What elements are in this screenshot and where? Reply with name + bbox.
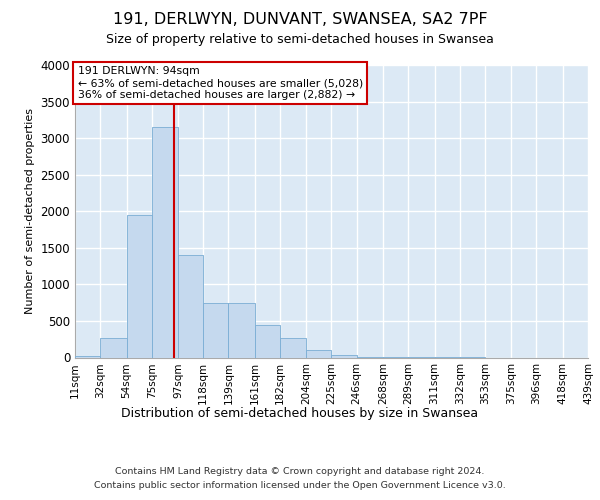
Y-axis label: Number of semi-detached properties: Number of semi-detached properties: [25, 108, 35, 314]
Text: Size of property relative to semi-detached houses in Swansea: Size of property relative to semi-detach…: [106, 32, 494, 46]
Bar: [331, 356, 356, 358]
Bar: [307, 350, 331, 358]
Bar: [229, 302, 255, 358]
Text: 191, DERLWYN, DUNVANT, SWANSEA, SA2 7PF: 191, DERLWYN, DUNVANT, SWANSEA, SA2 7PF: [113, 12, 487, 28]
Bar: [75, 356, 100, 358]
Bar: [100, 338, 127, 357]
Text: Contains public sector information licensed under the Open Government Licence v3: Contains public sector information licen…: [94, 481, 506, 490]
Bar: [356, 357, 383, 358]
Text: Contains HM Land Registry data © Crown copyright and database right 2024.: Contains HM Land Registry data © Crown c…: [115, 468, 485, 476]
Text: 191 DERLWYN: 94sqm
← 63% of semi-detached houses are smaller (5,028)
36% of semi: 191 DERLWYN: 94sqm ← 63% of semi-detache…: [77, 66, 363, 100]
Bar: [127, 215, 152, 358]
Bar: [255, 324, 280, 358]
Bar: [152, 127, 178, 358]
Bar: [178, 255, 203, 358]
Bar: [203, 302, 229, 358]
Text: Distribution of semi-detached houses by size in Swansea: Distribution of semi-detached houses by …: [121, 408, 479, 420]
Bar: [280, 338, 307, 357]
